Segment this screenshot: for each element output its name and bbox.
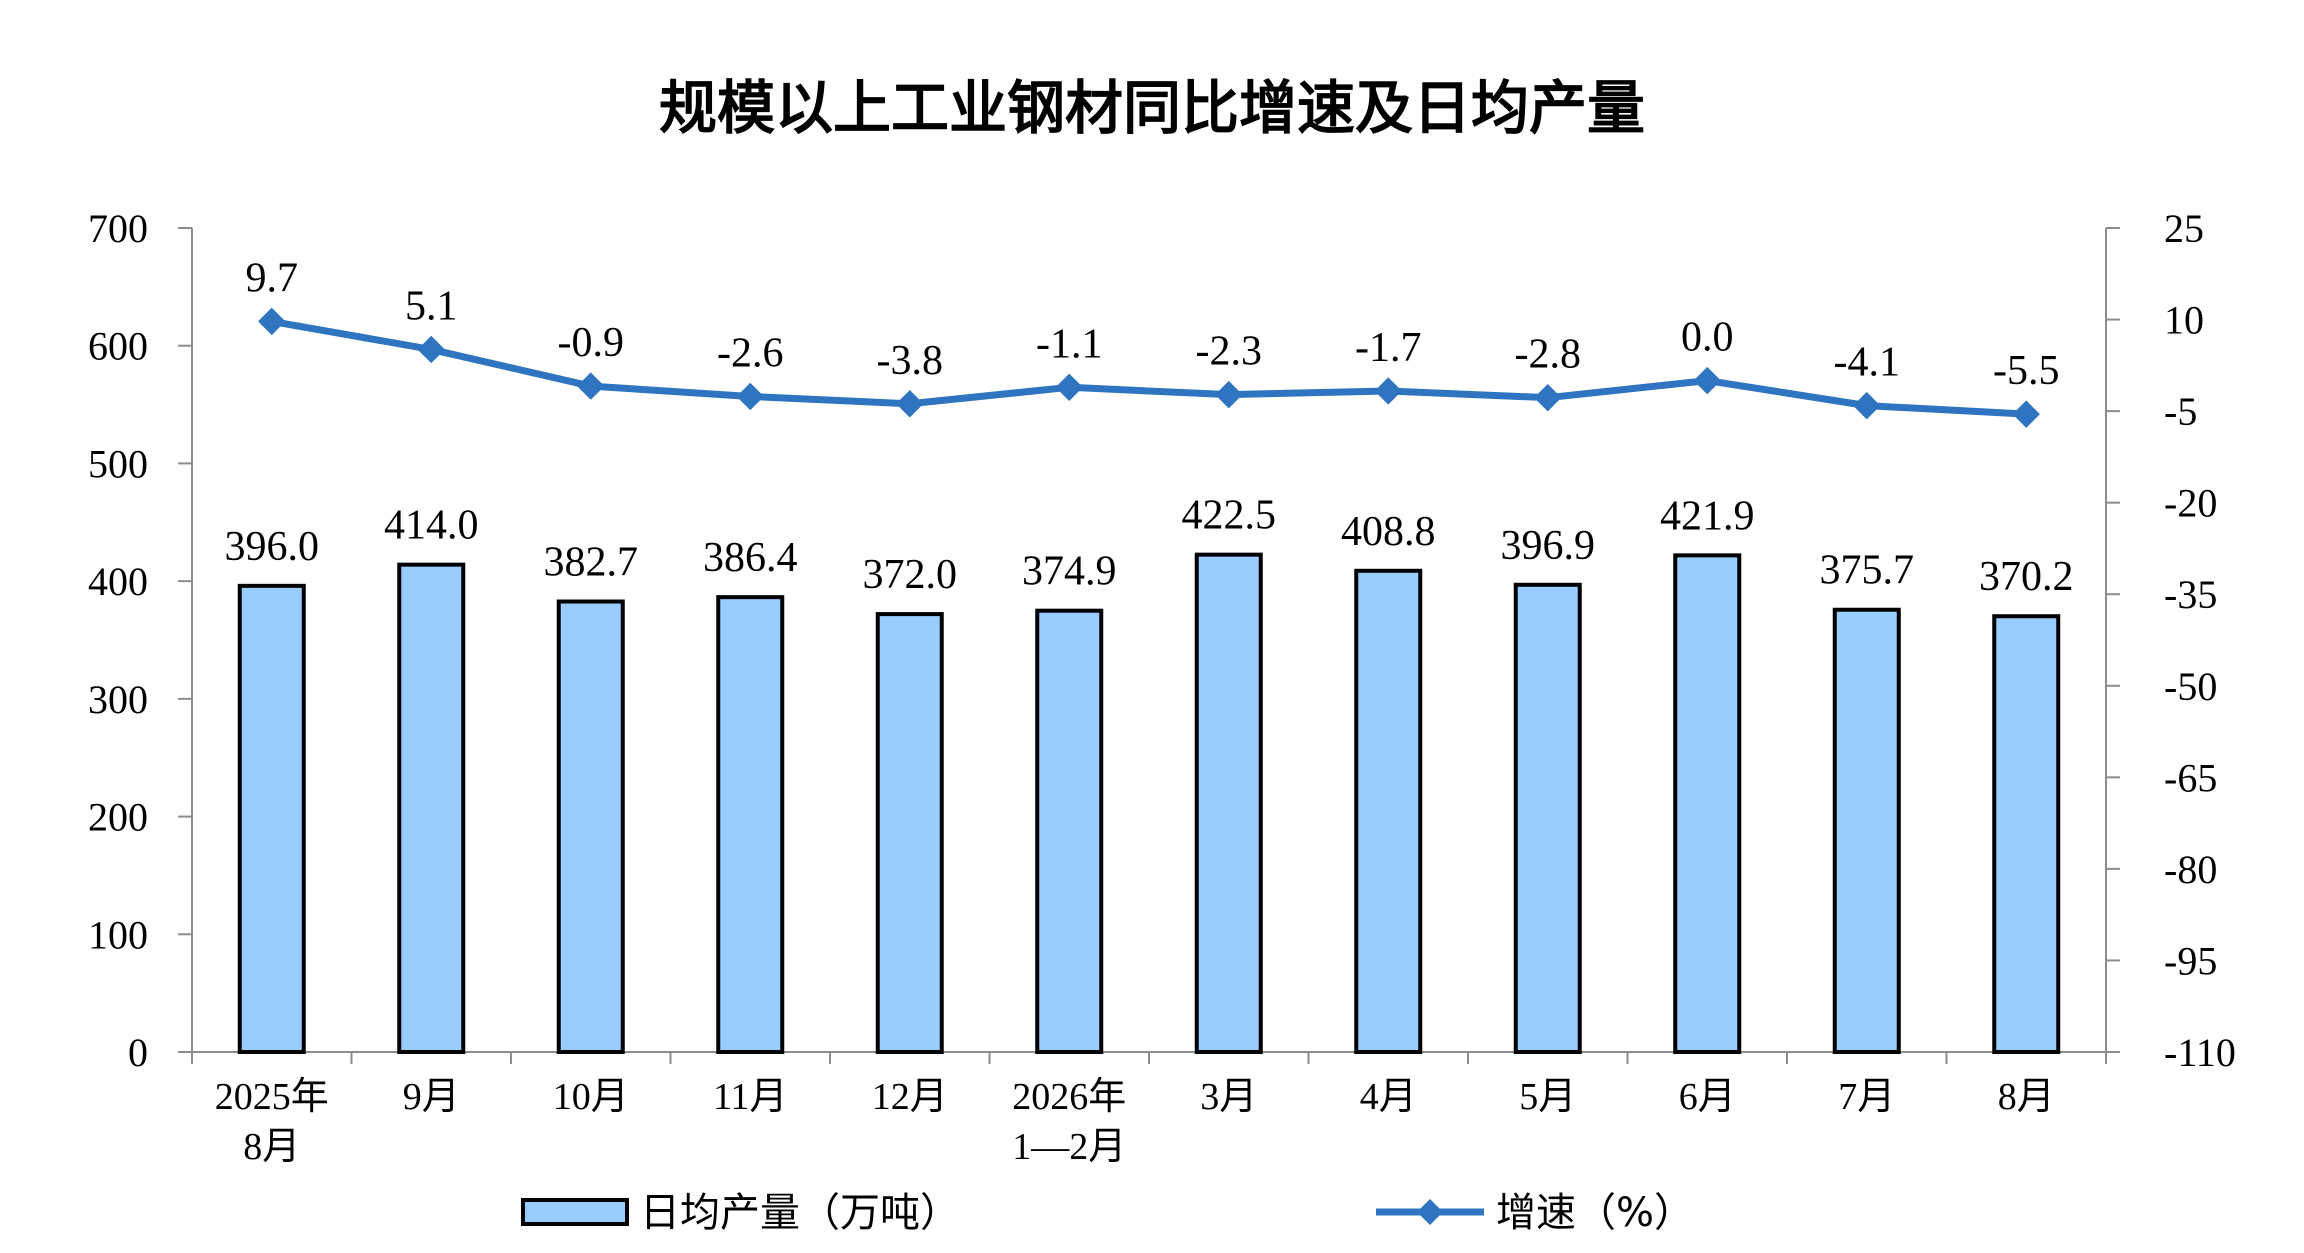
growth-value-label: -3.8 bbox=[877, 338, 944, 384]
bar bbox=[1992, 614, 2061, 1055]
growth-marker bbox=[1534, 383, 1562, 412]
bar bbox=[1513, 582, 1582, 1054]
left-tick-label: 0 bbox=[128, 1030, 148, 1075]
bar-value-label: 421.9 bbox=[1660, 493, 1755, 539]
growth-marker bbox=[417, 335, 445, 364]
x-tick-label: 12月 bbox=[872, 1076, 948, 1118]
right-tick-label: -20 bbox=[2164, 481, 2217, 526]
legend-line-label: 增速（%） bbox=[1496, 1190, 1694, 1236]
x-tick-label: 5月 bbox=[1519, 1076, 1576, 1118]
bar-value-label: 372.0 bbox=[863, 552, 958, 598]
growth-line bbox=[271, 317, 2027, 418]
growth-marker bbox=[1374, 377, 1402, 405]
bar-value-label: 386.4 bbox=[703, 535, 798, 581]
x-tick-label: 3月 bbox=[1200, 1076, 1257, 1118]
growth-marker bbox=[1215, 380, 1243, 409]
bar bbox=[237, 583, 306, 1054]
growth-value-label: -1.7 bbox=[1355, 325, 1422, 371]
growth-value-label: -2.6 bbox=[717, 330, 784, 376]
left-tick-label: 200 bbox=[88, 795, 148, 840]
bar-value-label: 370.2 bbox=[1979, 554, 2074, 600]
growth-marker bbox=[2012, 400, 2040, 428]
right-tick-label: -65 bbox=[2164, 755, 2217, 800]
growth-value-label: 9.7 bbox=[246, 255, 299, 301]
bar bbox=[1194, 552, 1263, 1055]
growth-value-label: -1.1 bbox=[1036, 321, 1103, 367]
bar-value-label: 374.9 bbox=[1022, 549, 1117, 595]
bar bbox=[1673, 553, 1742, 1054]
growth-value-label: 5.1 bbox=[405, 283, 458, 329]
growth-marker bbox=[736, 382, 764, 411]
legend: 日均产量（万吨） 增速（%） bbox=[521, 1190, 1694, 1236]
right-tick-label: 25 bbox=[2164, 206, 2204, 251]
x-tick-label: 9月 bbox=[403, 1076, 460, 1118]
axes-group: 0 100 200 300 400 500 600 700 -110 -95 -80 -65 -50 -3… bbox=[88, 206, 2236, 1168]
bar-value-label: 396.9 bbox=[1501, 523, 1596, 569]
x-tick-label: 6月 bbox=[1679, 1076, 1736, 1118]
data-labels: 396.0 414.0 382.7 386.4 372.0 374.9 422.5 408.8… bbox=[225, 255, 2074, 600]
bar-value-label: 422.5 bbox=[1182, 493, 1277, 539]
left-tick-label: 400 bbox=[88, 559, 148, 604]
growth-marker bbox=[577, 372, 605, 400]
bar bbox=[397, 562, 466, 1054]
growth-value-label: -0.9 bbox=[558, 320, 625, 366]
x-tick-label: 2026年 bbox=[1012, 1076, 1126, 1118]
right-tick-label: -95 bbox=[2164, 938, 2217, 983]
right-tick-label: -5 bbox=[2164, 389, 2197, 434]
right-tick-label: 10 bbox=[2164, 298, 2204, 343]
bar-value-label: 414.0 bbox=[384, 503, 479, 549]
bar bbox=[556, 599, 625, 1055]
legend-line-marker bbox=[1417, 1199, 1443, 1225]
right-tick-label: -50 bbox=[2164, 664, 2217, 709]
left-tick-label: 500 bbox=[88, 441, 148, 486]
growth-value-label: -4.1 bbox=[1834, 340, 1901, 386]
bar bbox=[716, 595, 785, 1054]
right-tick-label: -80 bbox=[2164, 847, 2217, 892]
x-tick-label: 8月 bbox=[243, 1126, 300, 1168]
left-tick-label: 700 bbox=[88, 206, 148, 251]
bar-series bbox=[237, 552, 2061, 1055]
growth-value-label: 0.0 bbox=[1681, 315, 1734, 361]
bar bbox=[1035, 608, 1104, 1054]
bar bbox=[1832, 607, 1901, 1054]
growth-marker bbox=[258, 307, 286, 336]
growth-marker bbox=[1693, 366, 1721, 395]
x-tick-label: 4月 bbox=[1360, 1076, 1417, 1118]
left-tick-label: 100 bbox=[88, 912, 148, 957]
growth-value-label: -2.8 bbox=[1515, 332, 1582, 378]
growth-marker bbox=[896, 390, 924, 418]
growth-marker bbox=[1853, 391, 1881, 420]
growth-value-label: -5.5 bbox=[1993, 348, 2060, 394]
legend-bar-label: 日均产量（万吨） bbox=[640, 1190, 960, 1236]
left-tick-label: 600 bbox=[88, 324, 148, 369]
x-tick-label: 2025年 bbox=[215, 1076, 329, 1118]
bar-value-label: 375.7 bbox=[1820, 548, 1915, 594]
chart-title: 规模以上工业钢材同比增速及日均产量 bbox=[659, 74, 1645, 142]
growth-value-label: -2.3 bbox=[1196, 329, 1263, 375]
line-series bbox=[258, 307, 2040, 428]
x-tick-label: 7月 bbox=[1838, 1076, 1895, 1118]
left-tick-label: 300 bbox=[88, 677, 148, 722]
x-tick-label: 11月 bbox=[713, 1076, 788, 1118]
bar-value-label: 382.7 bbox=[544, 540, 639, 586]
x-tick-label: 1—2月 bbox=[1012, 1126, 1126, 1168]
right-tick-label: -110 bbox=[2164, 1030, 2236, 1075]
right-tick-label: -35 bbox=[2164, 572, 2217, 617]
bar-value-label: 408.8 bbox=[1341, 509, 1436, 555]
bar-value-label: 396.0 bbox=[225, 524, 320, 570]
legend-bar-swatch bbox=[521, 1198, 629, 1226]
x-tick-label: 8月 bbox=[1998, 1076, 2055, 1118]
bar bbox=[875, 612, 944, 1054]
x-tick-label: 10月 bbox=[553, 1076, 629, 1118]
growth-marker bbox=[1055, 373, 1083, 402]
bar bbox=[1354, 568, 1423, 1054]
